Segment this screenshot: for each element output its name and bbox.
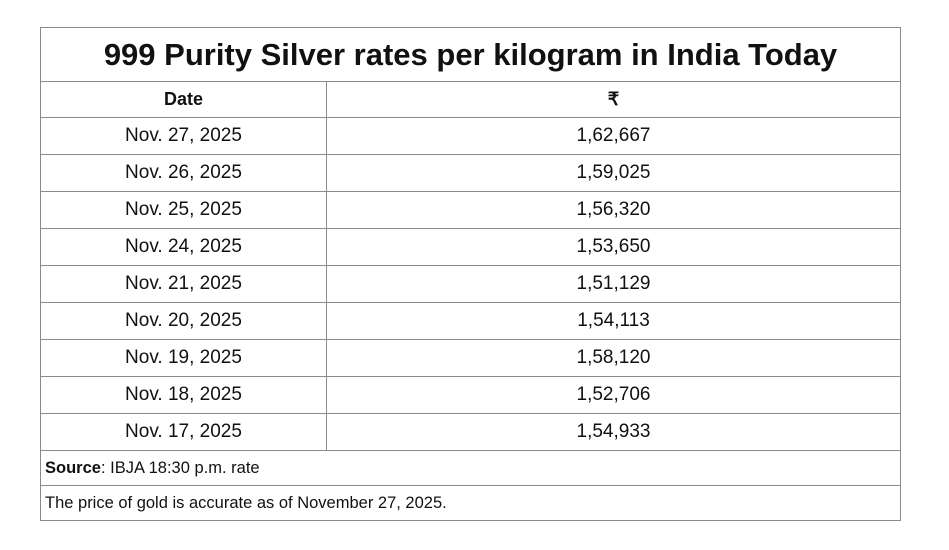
table-row: Nov. 25, 2025 1,56,320 [40, 191, 901, 229]
table-row: Nov. 21, 2025 1,51,129 [40, 265, 901, 303]
date-cell: Nov. 18, 2025 [40, 376, 327, 414]
date-cell: Nov. 20, 2025 [40, 302, 327, 340]
accuracy-note: The price of gold is accurate as of Nove… [40, 485, 901, 521]
header-row: Date ₹ [40, 81, 901, 118]
price-cell: 1,52,706 [326, 376, 901, 414]
table-row: Nov. 19, 2025 1,58,120 [40, 339, 901, 377]
date-cell: Nov. 24, 2025 [40, 228, 327, 266]
table-row: Nov. 17, 2025 1,54,933 [40, 413, 901, 451]
column-header-price: ₹ [326, 81, 901, 118]
date-cell: Nov. 25, 2025 [40, 191, 327, 229]
price-cell: 1,62,667 [326, 117, 901, 155]
date-cell: Nov. 27, 2025 [40, 117, 327, 155]
silver-rates-table: 999 Purity Silver rates per kilogram in … [40, 27, 901, 521]
price-cell: 1,59,025 [326, 154, 901, 192]
date-cell: Nov. 17, 2025 [40, 413, 327, 451]
source-row: Source: IBJA 18:30 p.m. rate [40, 450, 901, 486]
price-cell: 1,56,320 [326, 191, 901, 229]
table-row: Nov. 18, 2025 1,52,706 [40, 376, 901, 414]
table-row: Nov. 24, 2025 1,53,650 [40, 228, 901, 266]
note-row: The price of gold is accurate as of Nove… [40, 485, 901, 521]
price-cell: 1,58,120 [326, 339, 901, 377]
table-row: Nov. 26, 2025 1,59,025 [40, 154, 901, 192]
price-cell: 1,51,129 [326, 265, 901, 303]
date-cell: Nov. 26, 2025 [40, 154, 327, 192]
price-cell: 1,54,933 [326, 413, 901, 451]
column-header-date: Date [40, 81, 327, 118]
table-title: 999 Purity Silver rates per kilogram in … [40, 27, 901, 82]
price-cell: 1,54,113 [326, 302, 901, 340]
date-cell: Nov. 21, 2025 [40, 265, 327, 303]
price-cell: 1,53,650 [326, 228, 901, 266]
title-row: 999 Purity Silver rates per kilogram in … [40, 27, 901, 82]
table-row: Nov. 20, 2025 1,54,113 [40, 302, 901, 340]
date-cell: Nov. 19, 2025 [40, 339, 327, 377]
source-text: : IBJA 18:30 p.m. rate [100, 458, 260, 477]
source-cell: Source: IBJA 18:30 p.m. rate [40, 450, 901, 486]
table-row: Nov. 27, 2025 1,62,667 [40, 117, 901, 155]
source-label: Source [45, 458, 101, 477]
